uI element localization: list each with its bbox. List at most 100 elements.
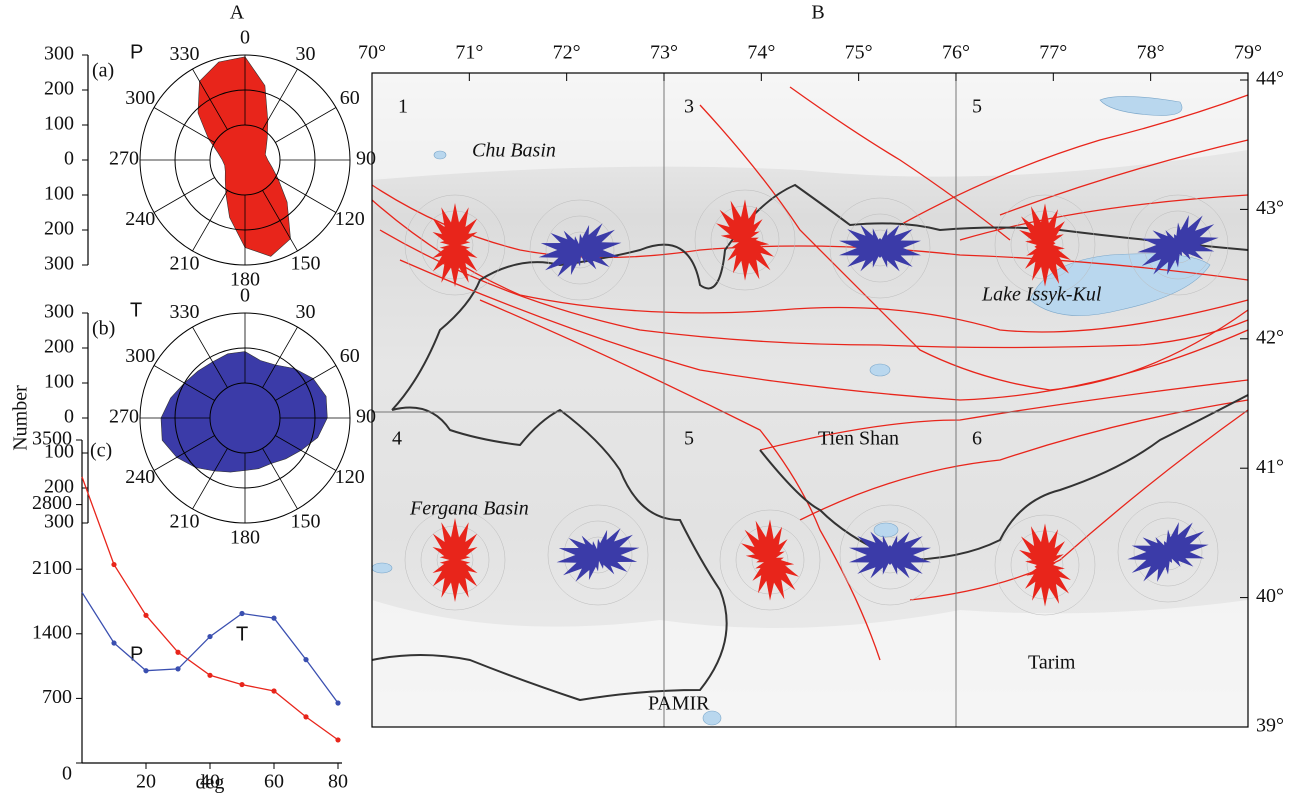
- y-tick-label: 2100: [32, 557, 72, 579]
- rose-petals: [198, 57, 291, 257]
- data-point: [335, 700, 340, 705]
- r-tick-label: 200: [44, 218, 74, 240]
- r-tick-label: 100: [44, 371, 74, 393]
- r-tick-label: 300: [44, 253, 74, 275]
- data-point: [207, 673, 212, 678]
- r-tick-label: 300: [44, 301, 74, 323]
- lake: [870, 364, 890, 376]
- x-tick-label: 60: [264, 771, 284, 793]
- lon-tick-label: 79°: [1234, 42, 1262, 64]
- place-label: Fergana Basin: [409, 498, 529, 520]
- panel-label: (b): [92, 318, 115, 340]
- angle-tick-label: 150: [291, 252, 321, 274]
- data-point: [143, 668, 148, 673]
- data-point: [303, 714, 308, 719]
- page: A B Number 1: [0, 0, 1312, 795]
- angle-tick-label: 90: [356, 148, 376, 170]
- y-tick-label: 0: [62, 763, 72, 785]
- angle-tick-label: 30: [296, 43, 316, 65]
- panel-label: A: [230, 2, 245, 24]
- lat-tick-label: 40°: [1256, 585, 1284, 607]
- lake: [434, 151, 446, 159]
- lat-tick-label: 42°: [1256, 326, 1284, 348]
- region-number: 5: [972, 96, 982, 118]
- angle-tick-label: 120: [335, 466, 365, 488]
- region-number: 5: [684, 428, 694, 450]
- angle-tick-label: 0: [240, 285, 250, 307]
- angle-tick-label: 210: [170, 510, 200, 532]
- angle-tick-label: 300: [125, 87, 155, 109]
- place-label: Chu Basin: [472, 140, 556, 162]
- panel-label: (c): [90, 440, 112, 462]
- r-tick-label: 100: [44, 113, 74, 135]
- r-tick-label: 0: [64, 148, 74, 170]
- data-point: [207, 634, 212, 639]
- rose-petals: [161, 352, 327, 473]
- lat-tick-label: 44°: [1256, 68, 1284, 90]
- data-point: [111, 562, 116, 567]
- region-number: 4: [392, 428, 402, 450]
- r-tick-label: 300: [44, 43, 74, 65]
- angle-tick-label: 300: [125, 345, 155, 367]
- lon-tick-label: 70°: [358, 42, 386, 64]
- angle-tick-label: 210: [170, 252, 200, 274]
- place-label: Lake Issyk-Kul: [981, 284, 1102, 306]
- angle-tick-label: 120: [335, 208, 365, 230]
- lon-tick-label: 77°: [1039, 42, 1067, 64]
- data-point: [303, 657, 308, 662]
- lon-tick-label: 72°: [553, 42, 581, 64]
- r-tick-label: 200: [44, 78, 74, 100]
- angle-tick-label: 270: [109, 406, 139, 428]
- data-point: [175, 650, 180, 655]
- y-axis-label: Number: [10, 385, 32, 451]
- panel-label: B: [811, 2, 824, 24]
- spoke: [263, 69, 298, 130]
- data-point: [271, 688, 276, 693]
- data-point: [335, 737, 340, 742]
- angle-tick-label: 330: [170, 301, 200, 323]
- series-name: P: [130, 41, 143, 63]
- angle-tick-label: 270: [109, 148, 139, 170]
- figure: A B Number 1: [0, 0, 1312, 795]
- series-line: [82, 592, 338, 703]
- angle-tick-label: 180: [230, 527, 260, 549]
- lon-tick-label: 71°: [455, 42, 483, 64]
- series-name: T: [130, 299, 142, 321]
- angle-tick-label: 30: [296, 301, 316, 323]
- x-tick-label: 80: [328, 771, 348, 793]
- y-tick-label: 700: [42, 686, 72, 708]
- region-number: 1: [398, 96, 408, 118]
- spoke: [275, 108, 336, 143]
- lon-tick-label: 73°: [650, 42, 678, 64]
- angle-tick-label: 240: [125, 466, 155, 488]
- y-tick-label: 2800: [32, 492, 72, 514]
- lake: [372, 563, 392, 573]
- r-tick-label: 200: [44, 336, 74, 358]
- data-point: [143, 613, 148, 618]
- lat-tick-label: 39°: [1256, 715, 1284, 737]
- lon-tick-label: 75°: [845, 42, 873, 64]
- spoke: [193, 190, 228, 251]
- map: [372, 73, 1248, 727]
- series-name: T: [236, 623, 248, 645]
- angle-tick-label: 150: [291, 510, 321, 532]
- r-tick-label: 100: [44, 183, 74, 205]
- angle-tick-label: 330: [170, 43, 200, 65]
- data-point: [271, 616, 276, 621]
- lon-tick-label: 74°: [747, 42, 775, 64]
- place-label: Tarim: [1028, 652, 1076, 674]
- r-tick-label: 0: [64, 406, 74, 428]
- region-number: 6: [972, 428, 982, 450]
- angle-tick-label: 240: [125, 208, 155, 230]
- y-tick-label: 3500: [32, 428, 72, 450]
- angle-tick-label: 60: [340, 87, 360, 109]
- angle-tick-label: 90: [356, 406, 376, 428]
- angle-tick-label: 0: [240, 27, 250, 49]
- lon-tick-label: 76°: [942, 42, 970, 64]
- data-point: [239, 682, 244, 687]
- region-number: 3: [684, 96, 694, 118]
- angle-tick-label: 60: [340, 345, 360, 367]
- data-point: [111, 640, 116, 645]
- x-tick-label: 20: [136, 771, 156, 793]
- place-label: Tien Shan: [818, 428, 899, 450]
